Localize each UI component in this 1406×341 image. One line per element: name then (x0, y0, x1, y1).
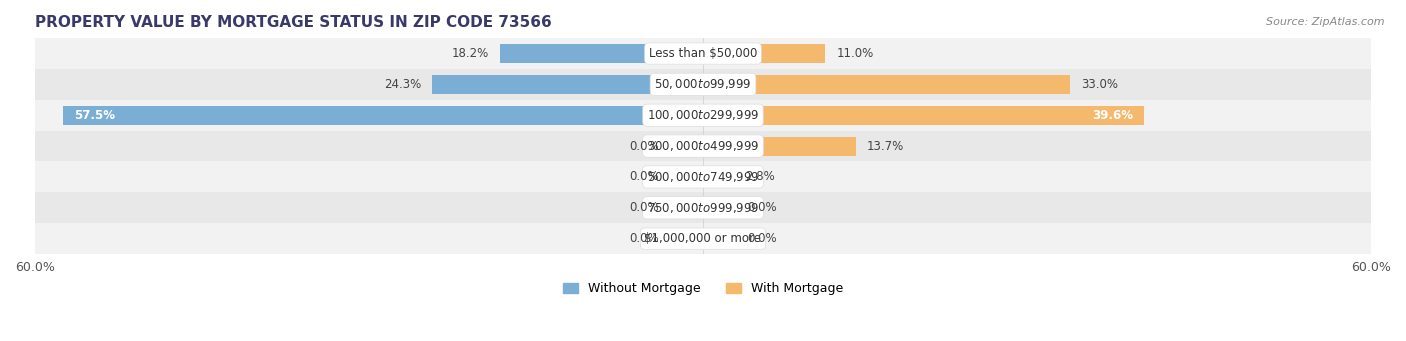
Bar (669, 136, 703, 155)
Text: $50,000 to $99,999: $50,000 to $99,999 (654, 77, 752, 91)
Bar (703, 44, 825, 63)
Text: 57.5%: 57.5% (75, 109, 115, 122)
Text: $500,000 to $749,999: $500,000 to $749,999 (647, 170, 759, 184)
Text: Source: ZipAtlas.com: Source: ZipAtlas.com (1267, 17, 1385, 27)
Bar (35, 131, 1371, 162)
Legend: Without Mortgage, With Mortgage: Without Mortgage, With Mortgage (562, 282, 844, 295)
Text: 2.8%: 2.8% (745, 170, 775, 183)
Bar (35, 192, 1371, 223)
Bar (35, 100, 1371, 131)
Bar (703, 106, 1144, 125)
Text: 18.2%: 18.2% (451, 47, 489, 60)
Text: 33.0%: 33.0% (1081, 78, 1119, 91)
Bar (35, 38, 1371, 69)
Text: 0.0%: 0.0% (748, 232, 778, 245)
Bar (703, 198, 737, 217)
Bar (35, 162, 1371, 192)
Bar (669, 229, 703, 248)
Text: $300,000 to $499,999: $300,000 to $499,999 (647, 139, 759, 153)
Text: 0.0%: 0.0% (628, 232, 658, 245)
Bar (63, 106, 703, 125)
Text: 0.0%: 0.0% (628, 201, 658, 214)
Bar (35, 69, 1371, 100)
Text: PROPERTY VALUE BY MORTGAGE STATUS IN ZIP CODE 73566: PROPERTY VALUE BY MORTGAGE STATUS IN ZIP… (35, 15, 551, 30)
Bar (35, 223, 1371, 254)
Text: 13.7%: 13.7% (866, 139, 904, 152)
Bar (669, 198, 703, 217)
Bar (669, 167, 703, 187)
Text: 0.0%: 0.0% (628, 170, 658, 183)
Text: 0.0%: 0.0% (748, 201, 778, 214)
Bar (703, 136, 855, 155)
Bar (501, 44, 703, 63)
Text: 39.6%: 39.6% (1092, 109, 1133, 122)
Bar (703, 167, 734, 187)
Text: 11.0%: 11.0% (837, 47, 875, 60)
Text: $1,000,000 or more: $1,000,000 or more (644, 232, 762, 245)
Bar (703, 75, 1070, 94)
Text: $750,000 to $999,999: $750,000 to $999,999 (647, 201, 759, 215)
Bar (433, 75, 703, 94)
Text: $100,000 to $299,999: $100,000 to $299,999 (647, 108, 759, 122)
Text: Less than $50,000: Less than $50,000 (648, 47, 758, 60)
Text: 0.0%: 0.0% (628, 139, 658, 152)
Bar (703, 229, 737, 248)
Text: 24.3%: 24.3% (384, 78, 422, 91)
